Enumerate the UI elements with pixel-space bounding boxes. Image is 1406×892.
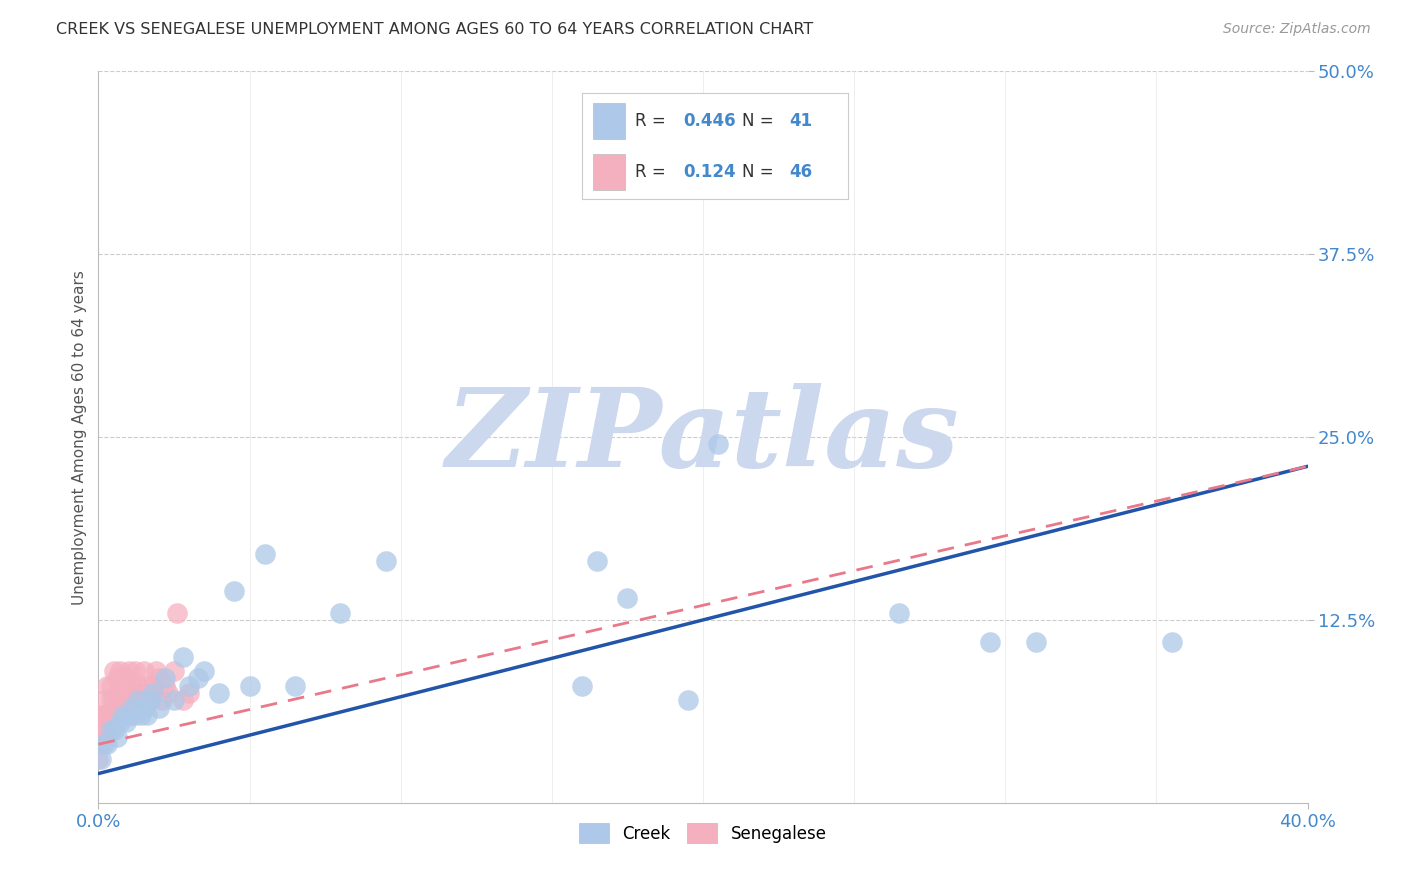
Point <box>105 672 128 686</box>
Point <box>586 554 609 568</box>
Point <box>114 672 136 686</box>
Point <box>142 679 165 693</box>
Point <box>121 700 143 714</box>
Point <box>129 708 152 723</box>
Point <box>111 708 134 723</box>
Point <box>118 664 141 678</box>
Point <box>179 679 201 693</box>
Point <box>150 693 173 707</box>
Point <box>172 649 194 664</box>
Point <box>148 672 170 686</box>
Point <box>571 679 593 693</box>
Point <box>616 591 638 605</box>
Point <box>103 708 125 723</box>
Point <box>224 583 246 598</box>
Point <box>139 693 162 707</box>
Point <box>103 693 125 707</box>
Point <box>103 723 125 737</box>
Point <box>124 686 146 700</box>
Point <box>108 686 131 700</box>
Point <box>676 693 699 707</box>
Point <box>253 547 276 561</box>
Point <box>103 664 125 678</box>
Point <box>93 723 115 737</box>
Point <box>111 672 134 686</box>
Point <box>121 679 143 693</box>
Point <box>148 700 170 714</box>
Point <box>132 664 155 678</box>
Point <box>193 664 215 678</box>
Point <box>90 723 112 737</box>
Point <box>979 635 1001 649</box>
Y-axis label: Unemployment Among Ages 60 to 64 years: Unemployment Among Ages 60 to 64 years <box>72 269 87 605</box>
Point <box>96 708 118 723</box>
Text: Source: ZipAtlas.com: Source: ZipAtlas.com <box>1223 22 1371 37</box>
Point <box>127 679 149 693</box>
Point <box>96 679 118 693</box>
Point <box>90 737 112 751</box>
Point <box>105 730 128 744</box>
Point <box>96 723 118 737</box>
Point <box>153 679 176 693</box>
Point <box>108 664 131 678</box>
Point <box>707 437 730 451</box>
Point <box>124 664 146 678</box>
Point <box>135 679 157 693</box>
Point <box>139 693 162 707</box>
Point <box>100 679 122 693</box>
Text: ZIPatlas: ZIPatlas <box>446 384 960 491</box>
Point <box>153 672 176 686</box>
Point <box>374 554 396 568</box>
Point <box>163 664 186 678</box>
Point <box>90 708 112 723</box>
Point <box>145 664 167 678</box>
Point <box>127 693 149 707</box>
Text: CREEK VS SENEGALESE UNEMPLOYMENT AMONG AGES 60 TO 64 YEARS CORRELATION CHART: CREEK VS SENEGALESE UNEMPLOYMENT AMONG A… <box>56 22 814 37</box>
Point <box>90 752 112 766</box>
Point <box>208 686 231 700</box>
Point <box>105 700 128 714</box>
Point <box>108 715 131 730</box>
Point <box>118 693 141 707</box>
Point <box>114 693 136 707</box>
Point <box>135 708 157 723</box>
Point <box>187 672 209 686</box>
Point <box>111 693 134 707</box>
Point <box>163 693 186 707</box>
Point <box>156 686 179 700</box>
Point <box>142 686 165 700</box>
Point <box>1160 635 1182 649</box>
Point <box>239 679 262 693</box>
Point <box>124 708 146 723</box>
Point <box>93 737 115 751</box>
Point <box>132 700 155 714</box>
Point <box>1024 635 1046 649</box>
Point <box>96 737 118 751</box>
Point <box>87 752 110 766</box>
Legend: Creek, Senegalese: Creek, Senegalese <box>572 817 834 849</box>
Point <box>118 708 141 723</box>
Point <box>129 686 152 700</box>
Point <box>93 693 115 707</box>
Point <box>100 708 122 723</box>
Point <box>179 686 201 700</box>
Point <box>93 708 115 723</box>
Point <box>172 693 194 707</box>
Point <box>284 679 307 693</box>
Point <box>100 693 122 707</box>
Point <box>114 715 136 730</box>
Point <box>166 606 188 620</box>
Point <box>329 606 352 620</box>
Point <box>105 686 128 700</box>
Point <box>889 606 911 620</box>
Point <box>100 723 122 737</box>
Point <box>108 700 131 714</box>
